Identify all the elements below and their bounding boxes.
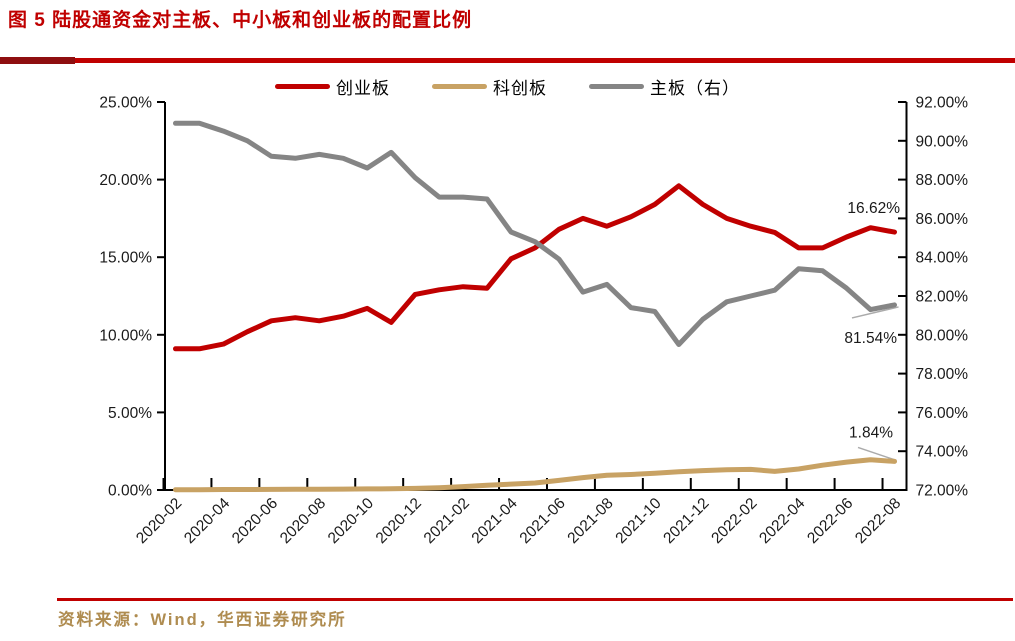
series-star-line xyxy=(172,457,898,493)
x-axis-tick-label: 2020-06 xyxy=(229,495,281,547)
x-axis-tick-label: 2022-04 xyxy=(756,495,809,548)
mainboard-label-leader xyxy=(851,306,899,319)
star-label-leader xyxy=(857,446,897,462)
x-axis-tick-label: 2020-08 xyxy=(277,495,329,547)
source-divider-line xyxy=(57,598,1013,601)
left-axis-tick-label: 0.00% xyxy=(108,483,152,500)
source-note: 资料来源：Wind，华西证券研究所 xyxy=(58,611,347,629)
x-axis-tick-label: 2021-08 xyxy=(564,495,616,547)
x-axis-tick-label: 2020-04 xyxy=(181,495,234,548)
right-axis-tick-label: 90.00% xyxy=(916,133,969,150)
legend-item-chinext: 创业板 xyxy=(275,74,390,99)
legend-swatch-mainboard xyxy=(589,84,644,89)
right-axis-tick-label: 92.00% xyxy=(916,95,969,112)
title-divider-line xyxy=(75,58,1015,63)
legend-label-star: 科创板 xyxy=(493,79,547,98)
left-axis-tick-label: 10.00% xyxy=(99,327,152,344)
right-axis-tick-label: 76.00% xyxy=(916,405,969,422)
x-axis-tick-label: 2020-12 xyxy=(373,495,425,547)
x-axis-tick-label: 2022-08 xyxy=(852,495,904,547)
left-axis-tick-label: 5.00% xyxy=(108,405,152,422)
right-axis-tick-label: 82.00% xyxy=(916,289,969,306)
x-axis-tick-label: 2021-12 xyxy=(660,495,712,547)
left-axis-tick-label: 15.00% xyxy=(99,250,152,267)
x-axis-tick-label: 2021-04 xyxy=(469,495,522,548)
title-divider xyxy=(0,57,1015,64)
x-axis-tick-label: 2021-06 xyxy=(517,495,569,547)
x-axis-tick-label: 2020-02 xyxy=(133,495,185,547)
right-axis-tick-label: 80.00% xyxy=(916,327,969,344)
chart-legend: 创业板 科创板 主板（右） xyxy=(0,74,1015,99)
right-axis-tick-label: 88.00% xyxy=(916,172,969,189)
legend-item-star: 科创板 xyxy=(432,74,547,99)
right-axis-tick-label: 84.00% xyxy=(916,250,969,267)
legend-label-chinext: 创业板 xyxy=(336,79,390,98)
x-axis-tick-label: 2021-02 xyxy=(421,495,473,547)
x-axis-tick-label: 2021-10 xyxy=(612,495,665,548)
x-axis-tick-label: 2022-06 xyxy=(804,495,856,547)
figure-title: 图 5 陆股通资金对主板、中小板和创业板的配置比例 xyxy=(8,10,473,31)
right-axis-tick-label: 74.00% xyxy=(916,444,969,461)
mainboard-end-label: 81.54% xyxy=(844,330,897,347)
x-axis-tick-label: 2020-10 xyxy=(325,495,378,548)
x-axis-tick-label: 2022-02 xyxy=(708,495,760,547)
right-axis-tick-label: 72.00% xyxy=(916,483,969,500)
left-axis-tick-label: 20.00% xyxy=(99,172,152,189)
legend-item-mainboard: 主板（右） xyxy=(589,74,740,99)
series-mainboard-line xyxy=(172,120,898,347)
star-end-label: 1.84% xyxy=(849,424,893,441)
left-axis-tick-label: 25.00% xyxy=(99,95,152,112)
legend-swatch-chinext xyxy=(275,84,330,89)
title-divider-accent xyxy=(0,57,75,64)
series-chinext-line xyxy=(172,183,898,352)
chinext-end-label: 16.62% xyxy=(847,200,900,217)
legend-swatch-star xyxy=(432,84,487,89)
axis-frame xyxy=(164,102,908,491)
legend-label-mainboard: 主板（右） xyxy=(650,79,740,98)
right-axis-tick-label: 86.00% xyxy=(916,211,969,228)
right-axis-tick-label: 78.00% xyxy=(916,366,969,383)
